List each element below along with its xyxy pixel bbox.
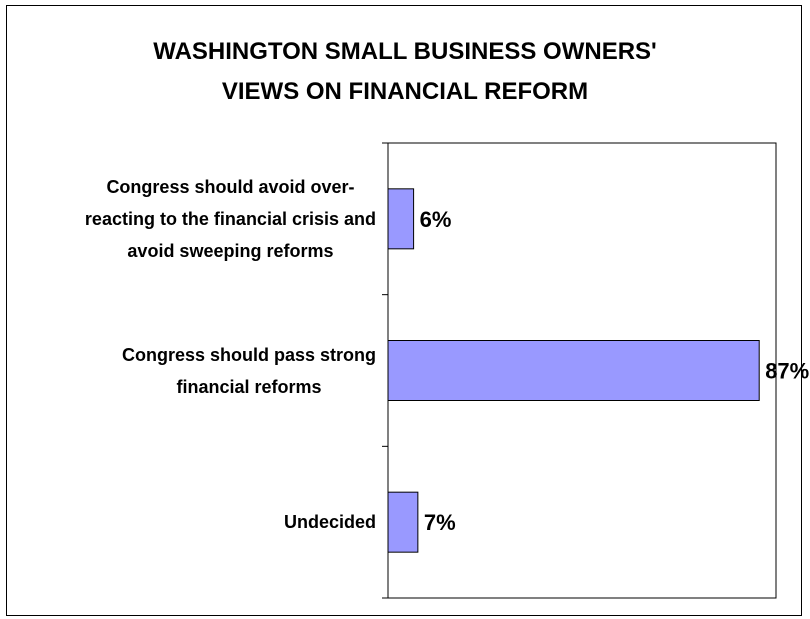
- chart-title-line-1: WASHINGTON SMALL BUSINESS OWNERS': [153, 38, 657, 65]
- category-label-1: Congress should avoid over-reacting to t…: [85, 171, 376, 267]
- bar-2: [387, 340, 760, 401]
- data-label-3: 7%: [424, 510, 456, 535]
- chart-title-line-2: VIEWS ON FINANCIAL REFORM: [221, 78, 589, 105]
- bar-1: [387, 188, 415, 250]
- category-label-2: Congress should pass strong financial ref…: [122, 339, 376, 403]
- category-label-line: Congress should pass strong: [121, 344, 376, 365]
- bar-3: [387, 491, 419, 553]
- chart-title: WASHINGTON SMALL BUSINESS OWNERS' VIEWS …: [0, 32, 810, 112]
- category-label-3: Undecided: [284, 506, 376, 538]
- category-label-line: financial reforms: [176, 376, 322, 397]
- category-label-line: reacting to the financial crisis and: [84, 208, 376, 229]
- data-label-2: 87%: [765, 359, 809, 384]
- category-label-line: Congress should avoid over-: [106, 176, 355, 197]
- data-label-1: 6%: [420, 207, 452, 232]
- category-label-line: avoid sweeping reforms: [127, 240, 334, 261]
- category-label-line: Undecided: [283, 512, 376, 533]
